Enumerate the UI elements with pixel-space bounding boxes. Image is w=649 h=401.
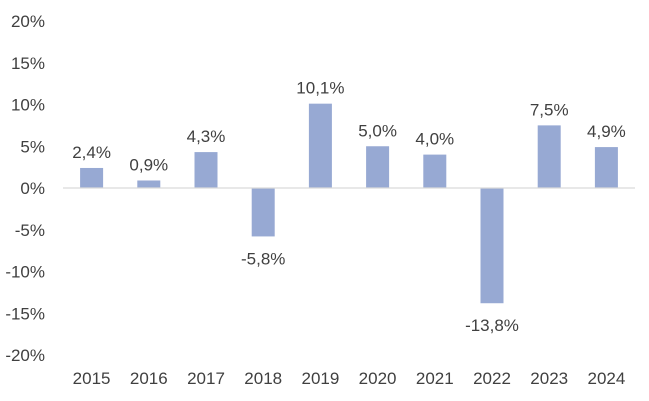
data-label: 4,0%	[415, 130, 454, 149]
data-label: 2,4%	[72, 143, 111, 162]
x-tick-label: 2017	[187, 369, 225, 388]
x-tick-label: 2020	[359, 369, 397, 388]
y-tick-label: 0%	[20, 179, 45, 198]
y-tick-label: 10%	[11, 96, 45, 115]
y-tick-label: -10%	[5, 263, 45, 282]
bar	[366, 146, 390, 188]
data-labels-group: 2,4% 0,9% 4,3% -5,8% 10,1% 5,0% 4,0% -13,8% 7,5%…	[72, 79, 626, 336]
y-tick-label: 5%	[20, 137, 45, 156]
data-label: 7,5%	[530, 100, 569, 119]
y-tick-label: 20%	[11, 12, 45, 31]
bar	[308, 103, 332, 188]
x-tick-label: 2018	[244, 369, 282, 388]
x-tick-label: 2016	[130, 369, 168, 388]
data-label: 4,3%	[187, 127, 226, 146]
x-tick-label: 2015	[73, 369, 111, 388]
x-tick-label: 2021	[416, 369, 454, 388]
bar	[80, 167, 104, 188]
data-label: -13,8%	[465, 316, 519, 335]
x-tick-label: 2023	[530, 369, 568, 388]
bar	[423, 154, 447, 188]
x-tick-label: 2024	[587, 369, 625, 388]
data-label: 10,1%	[296, 79, 344, 98]
bar	[594, 147, 618, 188]
bar	[480, 188, 504, 304]
data-label: 0,9%	[129, 155, 168, 174]
y-tick-label: 15%	[11, 54, 45, 73]
bars-group	[80, 103, 618, 304]
data-label: 5,0%	[358, 121, 397, 140]
x-tick-label: 2019	[301, 369, 339, 388]
x-axis-labels: 2015 2016 2017 2018 2019 2020 2021 2022 2023 2024	[73, 369, 626, 388]
data-label: 4,9%	[587, 122, 626, 141]
bar	[194, 152, 218, 188]
y-tick-label: -20%	[5, 346, 45, 365]
y-tick-label: -5%	[15, 221, 45, 240]
x-tick-label: 2022	[473, 369, 511, 388]
data-label: -5,8%	[241, 249, 285, 268]
y-tick-label: -15%	[5, 304, 45, 323]
bar	[537, 125, 561, 188]
bar	[251, 188, 275, 237]
bar	[137, 180, 161, 188]
y-axis-ticks: 20% 15% 10% 5% 0% -5% -10% -15% -20%	[5, 12, 45, 365]
